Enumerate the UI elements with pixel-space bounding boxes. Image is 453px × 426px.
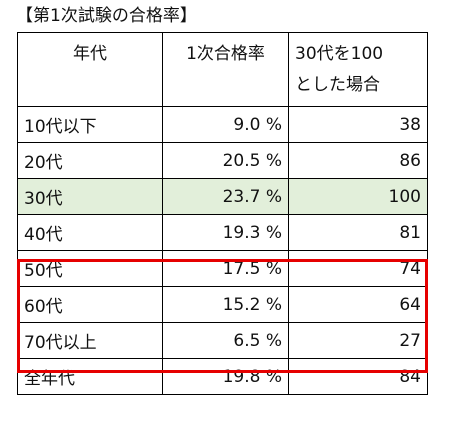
table-row-total: 全年代 19.8 % 84 (17, 358, 428, 395)
rate-cell: 19.3 % (162, 214, 289, 251)
table-row: 20代 20.5 % 86 (17, 142, 428, 179)
index-cell: 84 (288, 358, 428, 395)
rate-cell: 17.5 % (162, 250, 289, 287)
table-row: 10代以下 9.0 % 38 (17, 106, 428, 143)
table-row-highlighted: 30代 23.7 % 100 (17, 178, 428, 215)
age-cell: 20代 (17, 142, 163, 179)
age-cell: 50代 (17, 250, 163, 287)
index-cell: 81 (288, 214, 428, 251)
age-cell: 60代 (17, 286, 163, 323)
header-row: 年代 1次合格率 30代を100 とした場合 (17, 32, 428, 107)
age-cell: 70代以上 (17, 322, 163, 359)
rate-cell: 20.5 % (162, 142, 289, 179)
table-row: 50代 17.5 % 74 (17, 250, 428, 287)
header-age: 年代 (17, 32, 163, 107)
table-caption: 【第1次試験の合格率】 (16, 6, 197, 26)
rate-cell: 23.7 % (162, 178, 289, 215)
rate-cell: 15.2 % (162, 286, 289, 323)
table-row: 40代 19.3 % 81 (17, 214, 428, 251)
rate-cell: 6.5 % (162, 322, 289, 359)
age-cell: 40代 (17, 214, 163, 251)
index-cell: 27 (288, 322, 428, 359)
table-row: 60代 15.2 % 64 (17, 286, 428, 323)
index-cell: 86 (288, 142, 428, 179)
rate-cell: 19.8 % (162, 358, 289, 395)
rate-cell: 9.0 % (162, 106, 289, 143)
age-cell: 30代 (17, 178, 163, 215)
header-index: 30代を100 とした場合 (288, 32, 428, 107)
age-cell: 全年代 (17, 358, 163, 395)
index-cell: 38 (288, 106, 428, 143)
index-cell: 74 (288, 250, 428, 287)
index-cell: 64 (288, 286, 428, 323)
table-row: 70代以上 6.5 % 27 (17, 322, 428, 359)
header-index-line1: 30代を100 (295, 44, 384, 64)
index-cell: 100 (288, 178, 428, 215)
header-index-line2: とした場合 (295, 75, 380, 95)
pass-rate-table: 年代 1次合格率 30代を100 とした場合 10代以下 9.0 % 38 20代… (17, 32, 428, 395)
header-rate: 1次合格率 (162, 32, 289, 107)
age-cell: 10代以下 (17, 106, 163, 143)
